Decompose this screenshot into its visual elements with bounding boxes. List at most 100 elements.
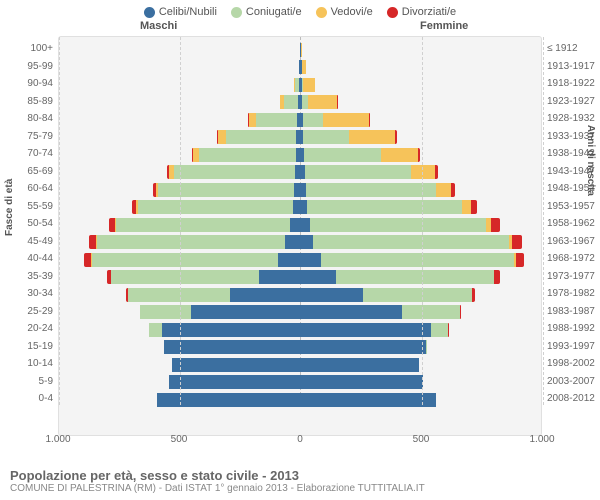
legend-swatch bbox=[231, 7, 242, 18]
birth-year-label: 1918-1922 bbox=[544, 75, 600, 93]
legend-label: Celibi/Nubili bbox=[159, 6, 217, 18]
seg-celibi bbox=[300, 200, 307, 214]
female-bar bbox=[300, 129, 541, 147]
female-bar bbox=[300, 339, 541, 357]
seg-vedovi bbox=[436, 183, 451, 197]
seg-celibi bbox=[300, 393, 436, 407]
pyramid-chart bbox=[58, 36, 542, 436]
seg-divorziati bbox=[451, 183, 455, 197]
seg-vedovi bbox=[303, 78, 315, 92]
seg-vedovi bbox=[381, 148, 417, 162]
bar-rows bbox=[59, 41, 541, 409]
seg-coniugati bbox=[321, 253, 515, 267]
age-label: 15-19 bbox=[0, 338, 56, 356]
female-bar bbox=[300, 199, 541, 217]
legend-swatch bbox=[316, 7, 327, 18]
female-bar bbox=[300, 251, 541, 269]
age-label: 25-29 bbox=[0, 303, 56, 321]
chart-area: 100+95-9990-9485-8980-8475-7970-7465-696… bbox=[0, 36, 600, 436]
age-label: 70-74 bbox=[0, 145, 56, 163]
seg-divorziati bbox=[89, 235, 96, 249]
seg-divorziati bbox=[472, 288, 475, 302]
seg-coniugati bbox=[303, 113, 324, 127]
gender-headers: Maschi Femmine bbox=[0, 20, 600, 36]
seg-divorziati bbox=[395, 130, 396, 144]
seg-celibi bbox=[300, 270, 336, 284]
age-label: 65-69 bbox=[0, 163, 56, 181]
seg-coniugati bbox=[305, 165, 411, 179]
seg-celibi bbox=[157, 393, 300, 407]
age-label: 35-39 bbox=[0, 268, 56, 286]
seg-celibi bbox=[300, 305, 402, 319]
seg-celibi bbox=[300, 253, 321, 267]
pyramid-row bbox=[59, 59, 541, 77]
seg-divorziati bbox=[471, 200, 477, 214]
y-axis-left-title: Fasce di età bbox=[4, 179, 15, 236]
pyramid-row bbox=[59, 374, 541, 392]
age-label: 40-44 bbox=[0, 250, 56, 268]
birth-year-label: 1973-1977 bbox=[544, 268, 600, 286]
seg-coniugati bbox=[140, 305, 191, 319]
seg-celibi bbox=[300, 358, 419, 372]
seg-celibi bbox=[300, 218, 310, 232]
female-bar bbox=[300, 286, 541, 304]
female-bar bbox=[300, 164, 541, 182]
seg-vedovi bbox=[302, 60, 306, 74]
seg-celibi bbox=[172, 358, 300, 372]
x-tick: 1.000 bbox=[45, 434, 70, 445]
seg-coniugati bbox=[149, 323, 162, 337]
age-label: 30-34 bbox=[0, 285, 56, 303]
seg-coniugati bbox=[431, 323, 448, 337]
birth-year-label: 1993-1997 bbox=[544, 338, 600, 356]
seg-vedovi bbox=[218, 130, 226, 144]
birth-year-label: 1983-1987 bbox=[544, 303, 600, 321]
seg-coniugati bbox=[92, 253, 278, 267]
seg-coniugati bbox=[304, 148, 381, 162]
female-bar bbox=[300, 94, 541, 112]
pyramid-row bbox=[59, 234, 541, 252]
female-bar bbox=[300, 304, 541, 322]
seg-coniugati bbox=[303, 130, 349, 144]
pyramid-row bbox=[59, 391, 541, 409]
female-bar bbox=[300, 111, 541, 129]
seg-celibi bbox=[300, 288, 363, 302]
seg-coniugati bbox=[306, 183, 437, 197]
female-bar bbox=[300, 374, 541, 392]
birth-year-label: 1968-1972 bbox=[544, 250, 600, 268]
female-bar bbox=[300, 181, 541, 199]
x-tick: 1.000 bbox=[529, 434, 554, 445]
age-label: 5-9 bbox=[0, 373, 56, 391]
legend-item: Celibi/Nubili bbox=[144, 6, 217, 18]
y-axis-right-title: Anni di nascita bbox=[585, 125, 596, 196]
seg-divorziati bbox=[460, 305, 461, 319]
chart-title: Popolazione per età, sesso e stato civil… bbox=[10, 468, 590, 483]
seg-vedovi bbox=[249, 113, 256, 127]
seg-coniugati bbox=[426, 340, 427, 354]
x-tick: 500 bbox=[413, 434, 430, 445]
birth-year-label: 1923-1927 bbox=[544, 93, 600, 111]
legend-swatch bbox=[144, 7, 155, 18]
seg-celibi bbox=[300, 340, 426, 354]
pyramid-row bbox=[59, 146, 541, 164]
legend-item: Vedovi/e bbox=[316, 6, 373, 18]
seg-celibi bbox=[230, 288, 300, 302]
pyramid-row bbox=[59, 286, 541, 304]
grid-line bbox=[422, 37, 423, 405]
seg-vedovi bbox=[411, 165, 435, 179]
seg-divorziati bbox=[435, 165, 438, 179]
seg-celibi bbox=[293, 200, 300, 214]
seg-celibi bbox=[191, 305, 300, 319]
birth-year-label: 1958-1962 bbox=[544, 215, 600, 233]
female-bar bbox=[300, 269, 541, 287]
legend-label: Coniugati/e bbox=[246, 6, 302, 18]
seg-coniugati bbox=[284, 95, 299, 109]
female-bar bbox=[300, 234, 541, 252]
legend-label: Divorziati/e bbox=[402, 6, 456, 18]
x-axis: 1.00050005001.000 bbox=[58, 434, 542, 448]
seg-coniugati bbox=[174, 165, 295, 179]
birth-year-label: 1978-1982 bbox=[544, 285, 600, 303]
pyramid-row bbox=[59, 41, 541, 59]
age-label: 100+ bbox=[0, 40, 56, 58]
legend-swatch bbox=[387, 7, 398, 18]
chart-footer: Popolazione per età, sesso e stato civil… bbox=[10, 468, 590, 494]
